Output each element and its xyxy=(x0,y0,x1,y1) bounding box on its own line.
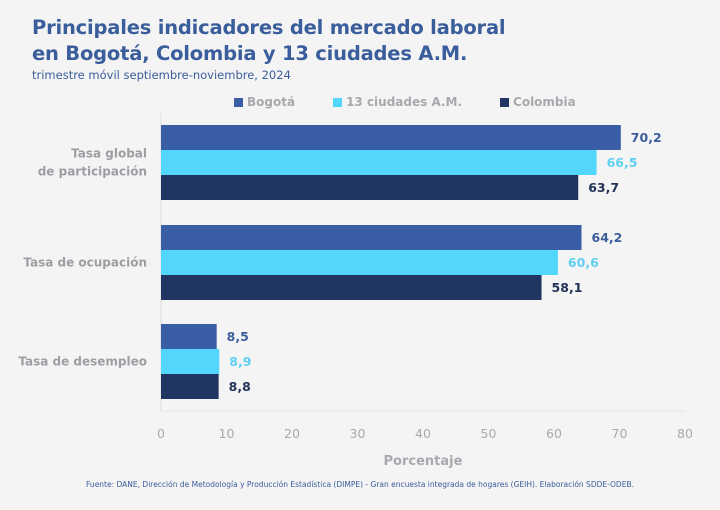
data-label-1-0: 64,2 xyxy=(592,230,623,245)
chart-title-line1: Principales indicadores del mercado labo… xyxy=(32,16,506,39)
data-label-2-1: 8,9 xyxy=(229,354,251,369)
data-label-2-2: 8,8 xyxy=(229,379,251,394)
legend-swatch-colombia xyxy=(500,97,510,107)
legend-label-colombia: Colombia xyxy=(513,95,576,109)
category-label-0-0: Tasa global xyxy=(71,147,147,161)
bar-1-0 xyxy=(161,225,582,250)
data-label-2-0: 8,5 xyxy=(227,329,249,344)
x-tick-label-8: 80 xyxy=(677,426,693,441)
bar-2-1 xyxy=(161,349,220,374)
category-label-1-0: Tasa de ocupación xyxy=(23,256,147,270)
x-tick-label-7: 70 xyxy=(612,426,628,441)
x-axis-title: Porcentaje xyxy=(384,454,463,469)
legend-item-13-ciudades: 13 ciudades A.M. xyxy=(333,95,462,109)
bar-0-0 xyxy=(161,125,621,150)
x-tick-label-5: 50 xyxy=(481,426,497,441)
bar-1-2 xyxy=(161,275,542,300)
data-label-0-2: 63,7 xyxy=(588,180,619,195)
data-label-0-1: 66,5 xyxy=(607,155,638,170)
data-label-1-2: 58,1 xyxy=(552,280,583,295)
x-tick-label-1: 10 xyxy=(219,426,235,441)
category-label-2-0: Tasa de desempleo xyxy=(18,355,147,369)
x-tick-label-3: 30 xyxy=(350,426,366,441)
chart-subtitle: trimestre móvil septiembre-noviembre, 20… xyxy=(32,68,291,82)
bar-0-2 xyxy=(161,175,579,200)
x-tick-label-2: 20 xyxy=(284,426,300,441)
bar-2-0 xyxy=(161,324,217,349)
x-tick-label-6: 60 xyxy=(546,426,562,441)
chart-title: Principales indicadores del mercado labo… xyxy=(32,15,506,67)
legend-swatch-13-ciudades xyxy=(333,97,343,107)
legend-item-colombia: Colombia xyxy=(500,95,576,109)
legend-label-bogota: Bogotá xyxy=(247,95,296,109)
legend-swatch-bogota xyxy=(234,97,243,107)
legend-label-13-ciudades: 13 ciudades A.M. xyxy=(346,95,463,109)
source-footnote: Fuente: DANE, Dirección de Metodología y… xyxy=(86,480,634,489)
chart-title-line2: en Bogotá, Colombia y 13 ciudades A.M. xyxy=(32,42,468,65)
legend-item-bogota: Bogotá xyxy=(234,95,295,109)
legend: Bogotá 13 ciudades A.M. Colombia xyxy=(234,95,576,109)
bar-0-1 xyxy=(161,150,597,175)
bar-1-1 xyxy=(161,250,558,275)
x-tick-label-0: 0 xyxy=(157,426,165,441)
x-tick-label-4: 40 xyxy=(415,426,431,441)
category-label-0-1: de participación xyxy=(38,165,147,179)
data-label-1-1: 60,6 xyxy=(568,255,599,270)
bar-2-2 xyxy=(161,374,219,399)
data-label-0-0: 70,2 xyxy=(631,130,662,145)
